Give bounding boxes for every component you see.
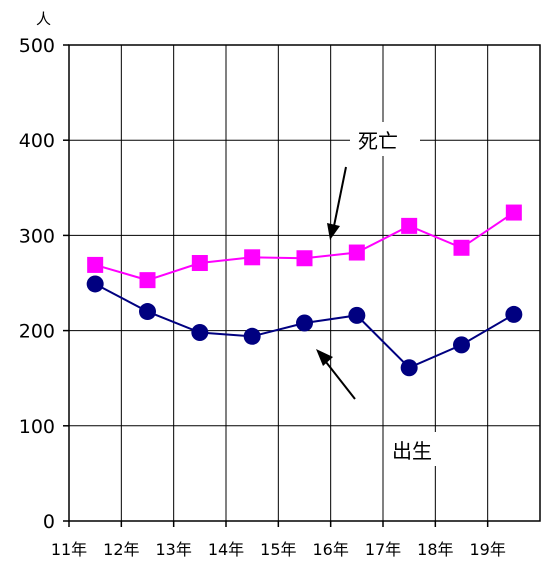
death-annotation-arrow-line (333, 166, 347, 227)
y-tick-label: 200 (19, 321, 55, 343)
x-tick-label: 19年 (469, 540, 505, 559)
death-label-box (350, 122, 420, 156)
death-data-point (296, 250, 313, 267)
death-data-point (191, 255, 208, 272)
birth-data-point (453, 336, 470, 354)
death-data-point (401, 217, 418, 234)
birth-data-point (243, 327, 261, 345)
birth-data-point (348, 306, 366, 324)
birth-data-point (191, 324, 209, 342)
death-data-point (505, 204, 522, 221)
death-data-point (139, 272, 156, 289)
death-annotation-arrowhead (327, 223, 340, 240)
birth-annotation-arrow-line (325, 361, 356, 400)
x-tick-label: 18年 (417, 540, 453, 559)
birth-data-point (139, 303, 156, 321)
y-tick-label: 0 (43, 511, 55, 533)
x-tick-label: 16年 (312, 540, 348, 559)
y-tick-label: 100 (19, 416, 55, 438)
x-axis-ticks: 11年 12年 13年 14年 15年 16年 17年 18年 19年 (51, 521, 506, 559)
y-axis-ticks: 0 100 200 300 400 500 (19, 35, 69, 533)
birth-data-point (505, 305, 523, 323)
y-tick-label: 400 (19, 130, 55, 152)
x-tick-label: 14年 (208, 540, 244, 559)
birth-data-point (400, 359, 418, 377)
x-tick-label: 17年 (365, 540, 401, 559)
birth-data-point (296, 314, 313, 332)
y-unit-label: 人 (36, 10, 51, 28)
series-markers (86, 204, 523, 377)
y-tick-label: 300 (19, 225, 55, 247)
x-tick-label: 15年 (260, 540, 296, 559)
birth-label-box (384, 432, 454, 466)
y-tick-label: 500 (19, 35, 55, 57)
x-tick-label: 12年 (103, 540, 139, 559)
death-data-point (244, 249, 261, 266)
death-data-point (348, 244, 365, 261)
birth-annotation-arrowhead (316, 349, 333, 366)
death-data-point (453, 239, 470, 256)
birth-data-point (86, 275, 104, 293)
x-tick-label: 11年 (51, 540, 87, 559)
x-tick-label: 13年 (155, 540, 191, 559)
death-annotation-label: 死亡 (358, 129, 398, 153)
death-data-point (87, 256, 104, 273)
birth-annotation-label: 出生 (392, 439, 432, 463)
